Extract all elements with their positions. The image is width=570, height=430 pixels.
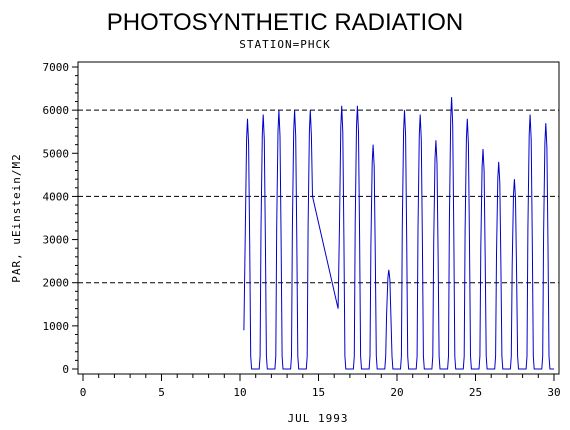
plot-frame [77, 61, 560, 375]
x-tick-label: 30 [547, 386, 560, 399]
y-tick-label: 2000 [43, 277, 70, 290]
y-tick-label: 3000 [43, 234, 70, 247]
y-tick-label: 4000 [43, 190, 70, 203]
y-tick-label: 0 [62, 363, 69, 376]
x-axis: 0 5 10 15 20 25 30 [80, 374, 561, 399]
chart-subtitle: STATION=PHCK [239, 38, 330, 51]
y-axis-label: PAR, uEinstein/M2 [10, 153, 23, 283]
y-axis: 0 1000 2000 3000 4000 5000 6000 7000 [43, 61, 78, 376]
x-tick-label: 25 [469, 386, 482, 399]
series-layer [243, 97, 554, 370]
x-tick-label: 5 [158, 386, 165, 399]
reference-lines [78, 109, 559, 284]
y-tick-label: 7000 [43, 61, 70, 74]
y-tick-label: 5000 [43, 147, 70, 160]
x-tick-label: 20 [390, 386, 403, 399]
x-tick-label: 0 [80, 386, 87, 399]
x-axis-label: JUL 1993 [288, 412, 349, 425]
series-line-par [243, 97, 554, 370]
chart-title: PHOTOSYNTHETIC RADIATION [107, 9, 463, 36]
x-tick-label: 15 [312, 386, 325, 399]
x-tick-label: 10 [233, 386, 246, 399]
y-tick-label: 1000 [43, 320, 70, 333]
y-tick-label: 6000 [43, 104, 70, 117]
